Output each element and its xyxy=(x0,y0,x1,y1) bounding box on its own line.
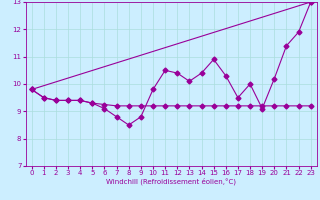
X-axis label: Windchill (Refroidissement éolien,°C): Windchill (Refroidissement éolien,°C) xyxy=(106,178,236,185)
